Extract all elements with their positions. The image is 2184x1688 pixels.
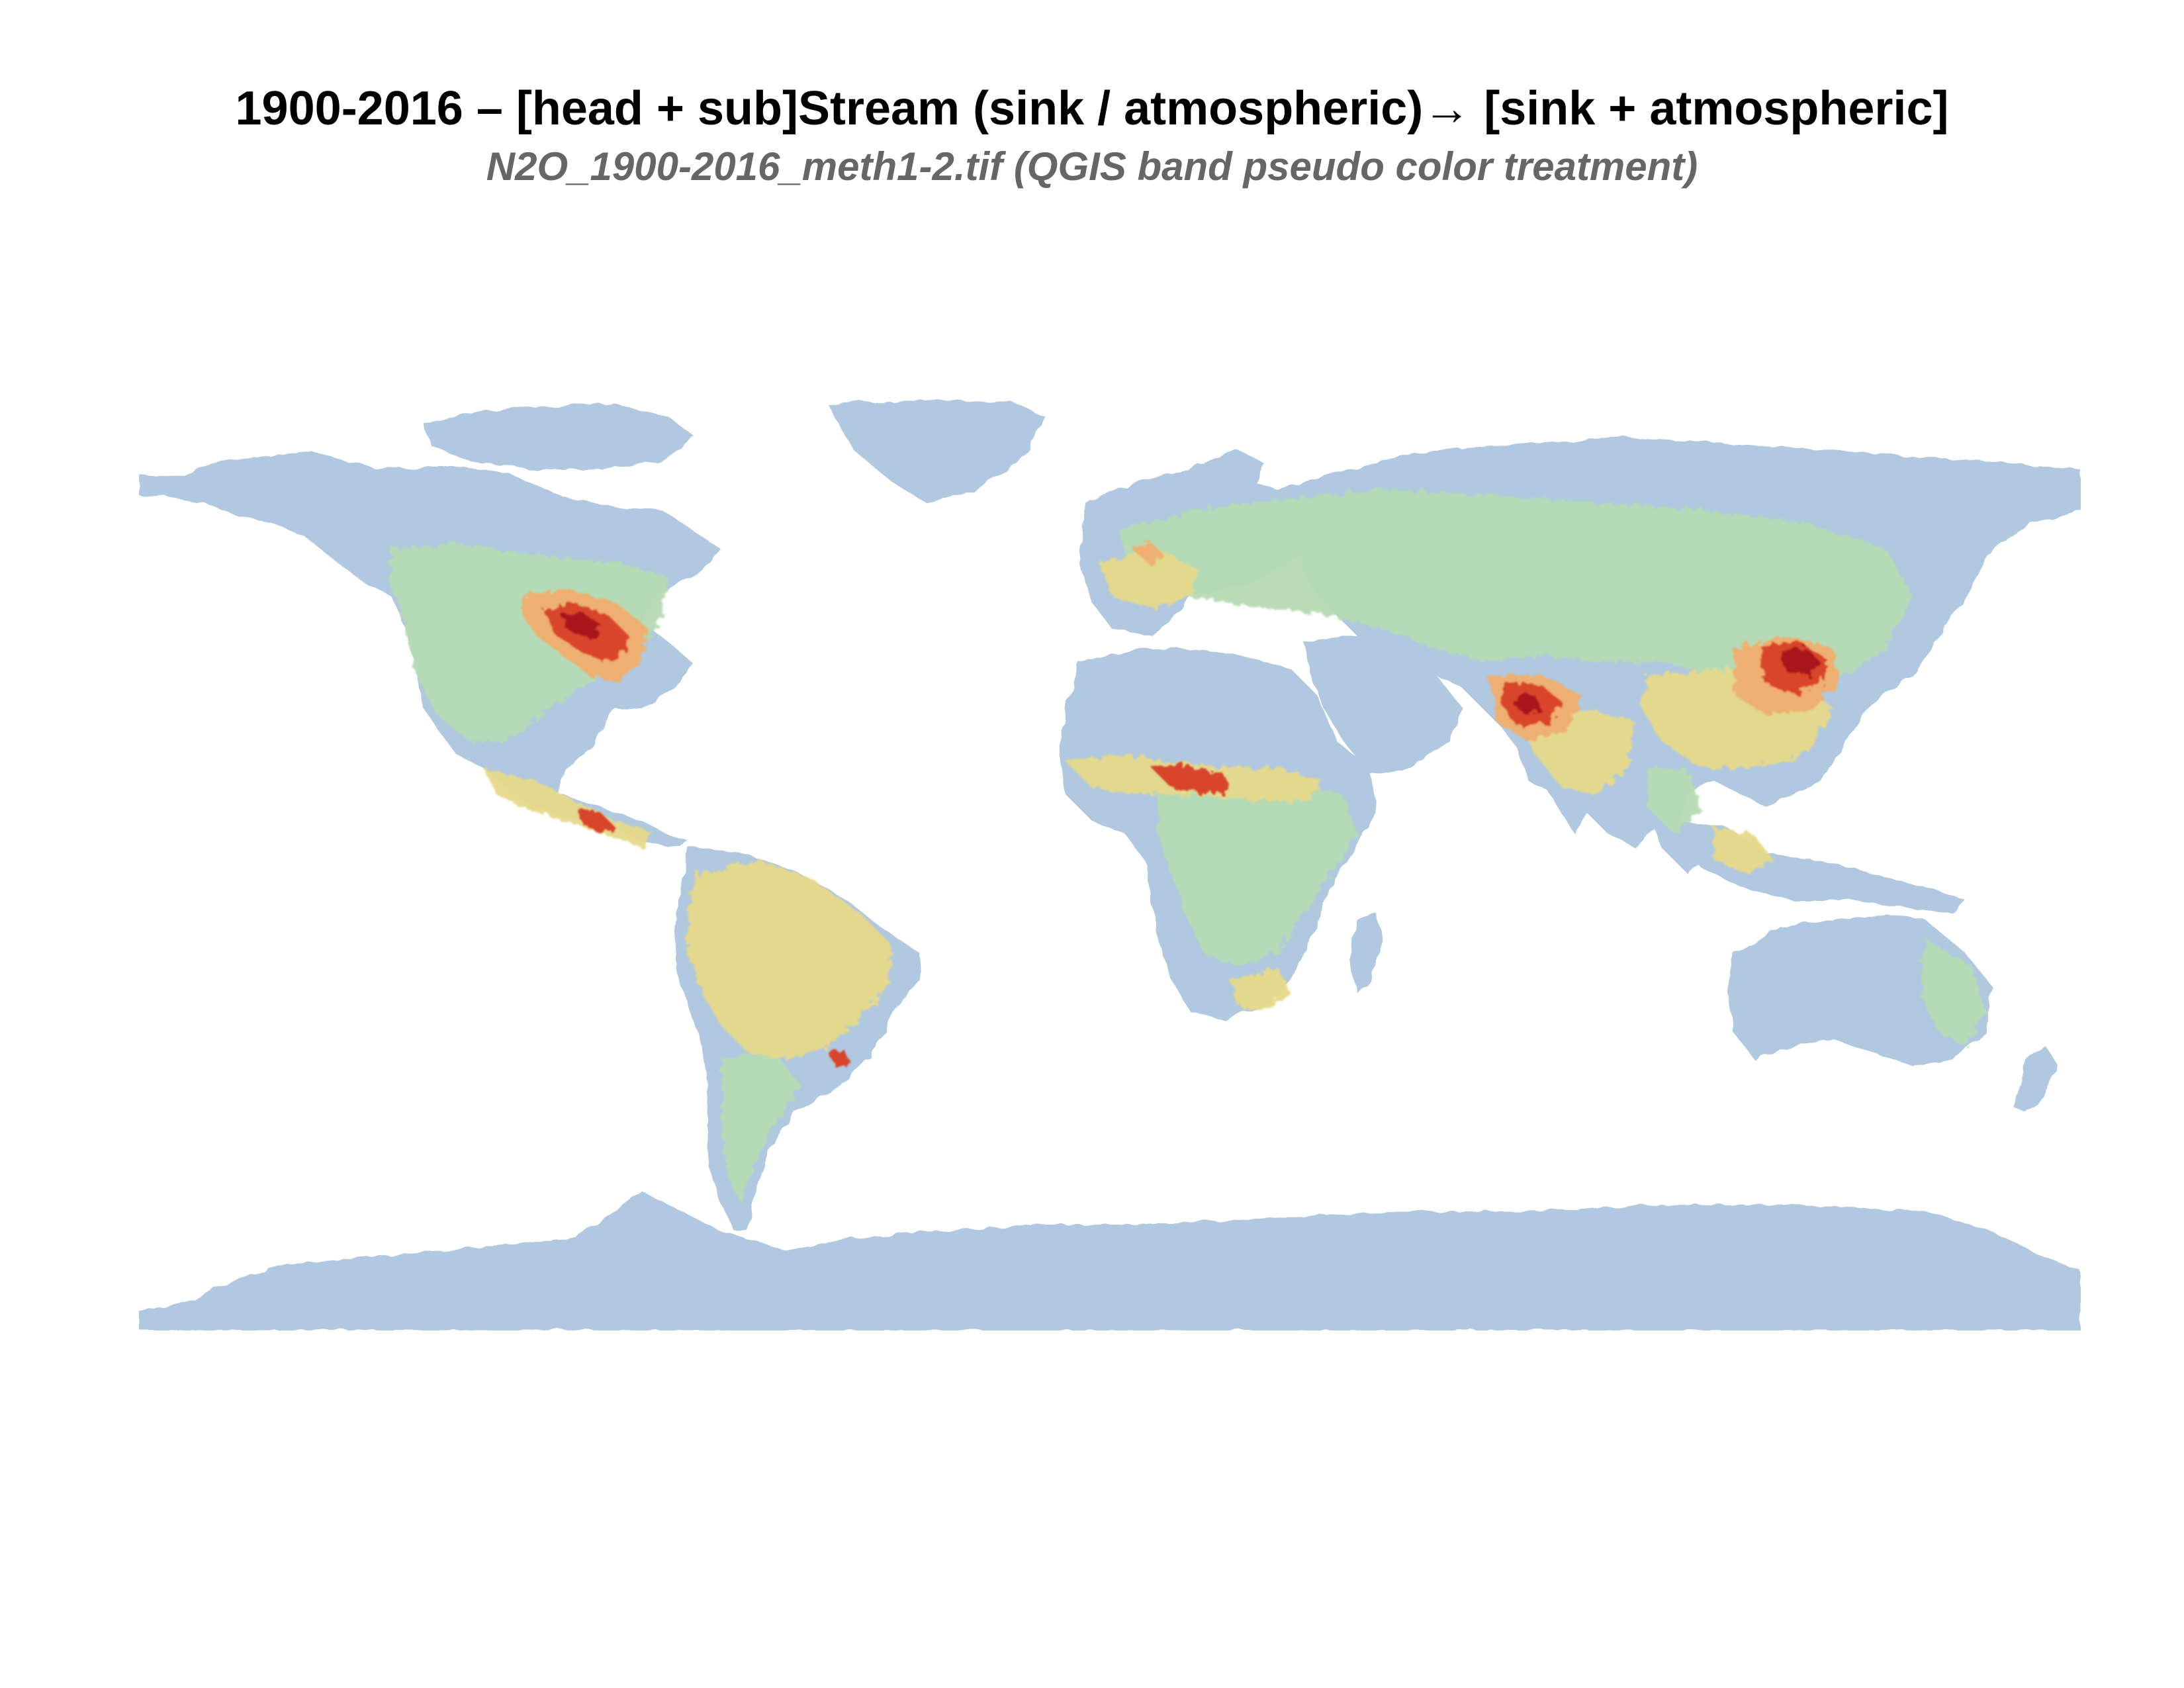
landmass-arabia bbox=[1304, 635, 1463, 774]
landmass-madagascar bbox=[1350, 914, 1383, 993]
landmass-antarctica bbox=[139, 1192, 2081, 1331]
hotspot-india-core bbox=[1514, 692, 1542, 715]
hotspot-central-america bbox=[576, 808, 615, 834]
hotspot-china-core bbox=[1780, 647, 1820, 675]
region-mid-amazon bbox=[688, 861, 893, 1059]
region-low-mid-south-america bbox=[721, 1053, 801, 1205]
landmass-arctic-islands bbox=[424, 404, 695, 470]
hotspot-southeast-brazil bbox=[827, 1049, 850, 1069]
landmass-greenland bbox=[827, 400, 1046, 503]
region-mid-europe-west bbox=[1099, 549, 1198, 609]
world-map-svg bbox=[139, 400, 2081, 1331]
region-mid-mexico bbox=[483, 768, 655, 847]
hotspot-western-europe bbox=[1132, 543, 1165, 566]
landmass-new-zealand bbox=[2012, 1046, 2058, 1112]
region-low-mid-north-america bbox=[390, 543, 668, 741]
hotspot-us-midwest-core bbox=[563, 612, 602, 639]
region-low-mid-southeast-asia bbox=[1648, 768, 1701, 834]
hotspot-nigeria bbox=[1152, 765, 1231, 794]
world-map bbox=[139, 397, 2081, 1331]
region-mid-indonesia bbox=[1714, 827, 1774, 874]
region-low-mid-europe-asia bbox=[1118, 490, 1913, 688]
landmass-scandinavia bbox=[1158, 450, 1264, 530]
region-low-mid-australia-east bbox=[1919, 940, 1985, 1046]
region-mid-southern-africa bbox=[1231, 966, 1291, 1013]
figure-subtitle: N2O_1900-2016_meth1-2.tif (QGIS band pse… bbox=[486, 144, 1698, 189]
figure-title: 1900-2016 – [head + sub]Stream (sink / a… bbox=[235, 82, 1949, 135]
region-low-mid-africa bbox=[1158, 781, 1357, 966]
